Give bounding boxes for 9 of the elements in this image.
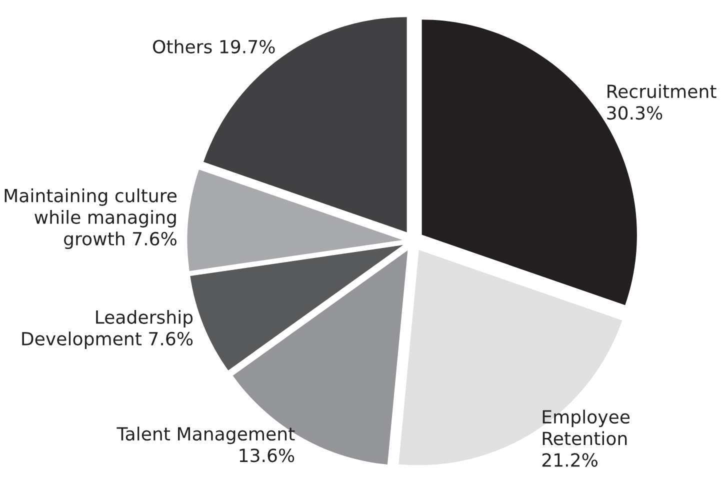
data-label: 13.6% bbox=[240, 448, 294, 462]
slice-label: Talent Management bbox=[116, 426, 295, 444]
data-label: 21.2% bbox=[542, 453, 598, 467]
slice-label: Others 19.7% bbox=[153, 40, 275, 54]
slice-label: Recruitment bbox=[608, 84, 716, 98]
slice-label: Employee Retention bbox=[542, 410, 630, 446]
data-label: 30.3% bbox=[607, 106, 662, 120]
slice-label: Leadership Development 7.6% bbox=[22, 310, 193, 350]
slice-label: Maintaining culture while managing growth 7.6% bbox=[4, 188, 177, 250]
